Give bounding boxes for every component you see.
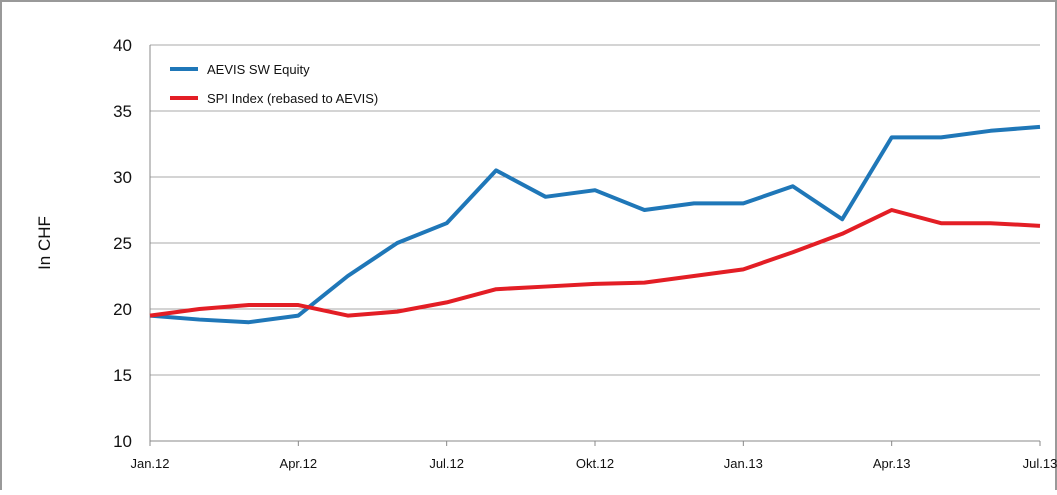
- y-tick-label: 35: [113, 102, 132, 121]
- x-tick-label: Apr.12: [280, 456, 318, 471]
- y-tick-label: 30: [113, 168, 132, 187]
- x-tick-label: Apr.13: [873, 456, 911, 471]
- y-tick-label: 20: [113, 300, 132, 319]
- x-tick-label: Jul.13: [1023, 456, 1057, 471]
- x-tick-label: Jan.13: [724, 456, 763, 471]
- line-series: [149, 208, 1041, 318]
- x-tick-label: Okt.12: [576, 456, 614, 471]
- y-axis-label: In CHF: [35, 216, 54, 270]
- y-tick-label: 40: [113, 36, 132, 55]
- line-series: [149, 124, 1041, 325]
- legend-label: AEVIS SW Equity: [207, 62, 310, 77]
- y-tick-label: 15: [113, 366, 132, 385]
- x-tick-label: Jul.12: [429, 456, 464, 471]
- y-tick-label: 25: [113, 234, 132, 253]
- x-tick-label: Jan.12: [130, 456, 169, 471]
- legend-label: SPI Index (rebased to AEVIS): [207, 91, 378, 106]
- y-tick-label: 10: [113, 432, 132, 451]
